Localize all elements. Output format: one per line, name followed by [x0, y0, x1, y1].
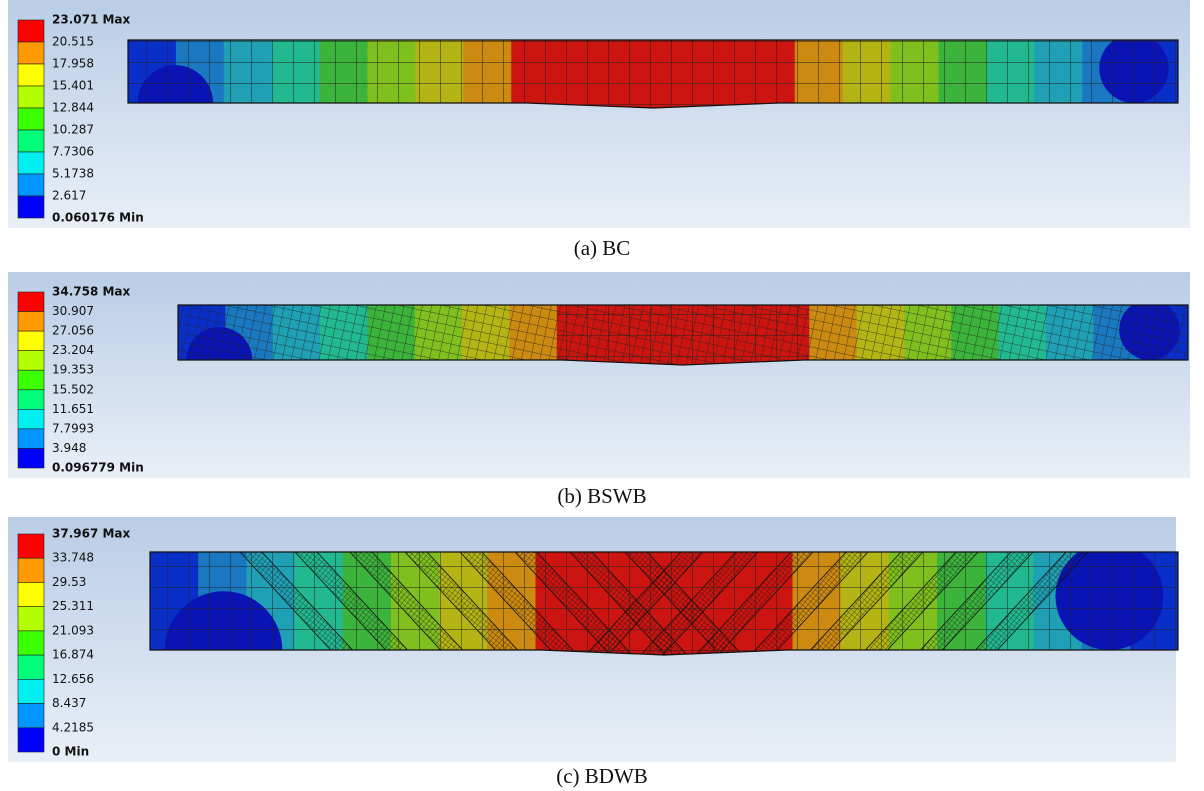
- legend-swatch: [18, 42, 44, 64]
- legend-swatch: [18, 607, 44, 631]
- legend-label: 7.7993: [52, 421, 94, 435]
- legend-label: 15.502: [52, 382, 94, 396]
- legend-swatch: [18, 728, 44, 752]
- legend-label: 12.844: [52, 101, 94, 115]
- legend-label: 27.056: [52, 324, 94, 338]
- legend-label: 7.7306: [52, 145, 94, 159]
- mesh: [128, 40, 1178, 111]
- legend-swatch: [18, 370, 44, 390]
- legend-swatch: [18, 64, 44, 86]
- legend-label: 34.758 Max: [52, 285, 131, 299]
- page: 23.071 Max 20.515 17.958 15.401 12.844 10.287…: [0, 0, 1204, 791]
- mesh: [557, 305, 810, 368]
- viewport-background: [8, 272, 1190, 478]
- legend-swatch: [18, 292, 44, 312]
- legend-swatch: [18, 108, 44, 130]
- legend-swatch: [18, 174, 44, 196]
- legend-swatch: [18, 196, 44, 218]
- panel-caption: (b) BSWB: [557, 484, 646, 508]
- legend-label: 23.071 Max: [52, 13, 131, 27]
- legend-swatch: [18, 582, 44, 606]
- legend-swatch: [18, 631, 44, 655]
- legend-label: 33.748: [52, 551, 94, 565]
- legend-label: 16.874: [52, 648, 94, 662]
- legend-swatch: [18, 152, 44, 174]
- legend-swatch: [18, 679, 44, 703]
- legend-swatch: [18, 331, 44, 351]
- legend-label: 29.53: [52, 575, 86, 589]
- legend-label: 0.096779 Min: [52, 461, 144, 475]
- legend-swatch: [18, 351, 44, 371]
- legend-swatch: [18, 534, 44, 558]
- legend-label: 0.060176 Min: [52, 211, 144, 225]
- legend-label: 11.651: [52, 402, 94, 416]
- legend-swatch: [18, 20, 44, 42]
- result-panel: 34.758 Max 30.907 27.056 23.204 19.353 15.502…: [8, 272, 1190, 508]
- legend-swatch: [18, 558, 44, 582]
- legend-label: 17.958: [52, 57, 94, 71]
- legend-label: 19.353: [52, 363, 94, 377]
- legend-label: 15.401: [52, 79, 94, 93]
- legend-label: 2.617: [52, 189, 86, 203]
- mesh: [150, 552, 1178, 658]
- legend-label: 12.656: [52, 672, 94, 686]
- figure: 23.071 Max 20.515 17.958 15.401 12.844 10.287…: [0, 0, 1204, 791]
- legend-swatch: [18, 312, 44, 332]
- legend-label: 25.311: [52, 599, 94, 613]
- panel-caption: (a) BC: [574, 236, 631, 260]
- viewport-background: [8, 0, 1190, 228]
- legend-swatch: [18, 448, 44, 468]
- legend-swatch: [18, 86, 44, 108]
- legend-label: 8.437: [52, 696, 86, 710]
- legend-label: 20.515: [52, 35, 94, 49]
- legend-swatch: [18, 390, 44, 410]
- legend-label: 3.948: [52, 441, 86, 455]
- legend-swatch: [18, 130, 44, 152]
- legend-label: 4.2185: [52, 720, 94, 734]
- panel-caption: (c) BDWB: [556, 764, 648, 788]
- legend-swatch: [18, 704, 44, 728]
- legend-label: 21.093: [52, 623, 94, 637]
- result-panel: 37.967 Max 33.748 29.53 25.311 21.093 16.874 1…: [8, 517, 1178, 788]
- legend-label: 37.967 Max: [52, 527, 131, 541]
- legend-swatch: [18, 429, 44, 449]
- legend-label: 23.204: [52, 343, 94, 357]
- legend-swatch: [18, 655, 44, 679]
- legend-label: 10.287: [52, 123, 94, 137]
- legend-label: 5.1738: [52, 167, 94, 181]
- legend-swatch: [18, 409, 44, 429]
- legend-label: 30.907: [52, 304, 94, 318]
- result-panel: 23.071 Max 20.515 17.958 15.401 12.844 10.287…: [8, 0, 1190, 260]
- legend-label: 0 Min: [52, 745, 89, 759]
